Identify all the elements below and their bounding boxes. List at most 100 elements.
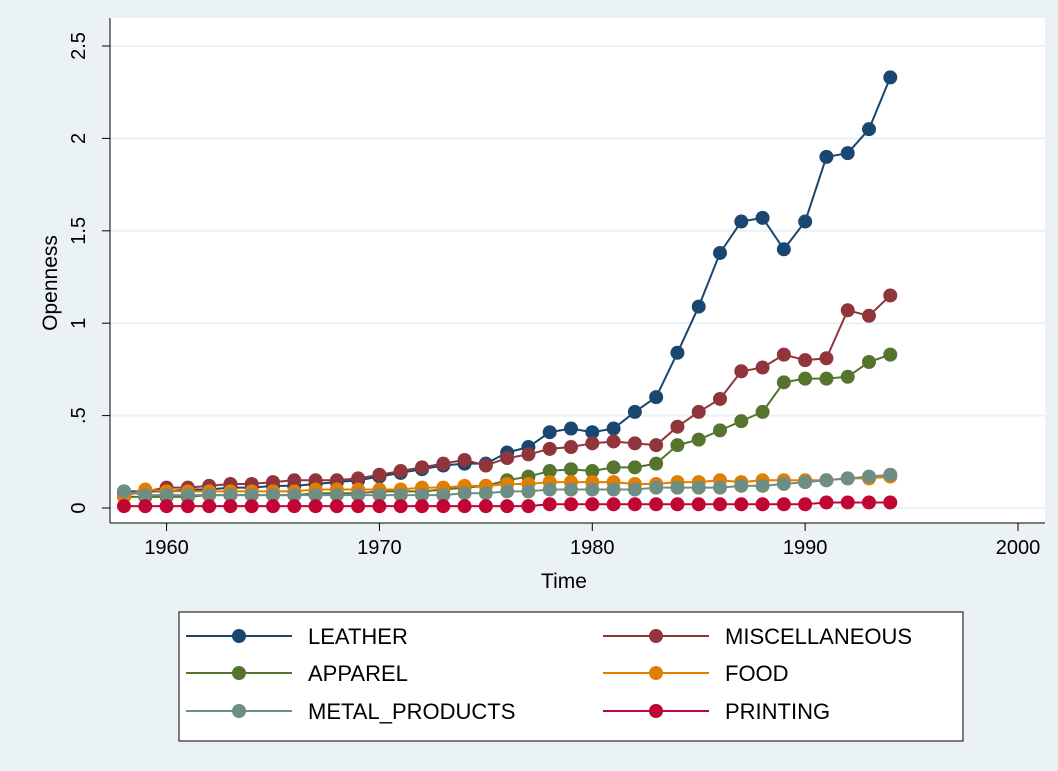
grid [110,45,1045,509]
data-point [457,452,472,467]
data-point [883,347,898,362]
legend-label: FOOD [725,661,789,686]
y-tick-label: .5 [68,407,90,424]
data-point [627,482,642,497]
data-point [287,488,302,503]
data-point [585,464,600,479]
legend-label: LEATHER [308,624,408,649]
data-point [798,475,813,490]
data-point [478,458,493,473]
data-point [862,355,876,370]
legend-marker [649,666,663,680]
data-point [627,436,642,451]
data-point [542,464,557,479]
data-point [649,438,664,453]
data-point [500,484,515,499]
data-point [287,499,302,514]
data-point [755,478,770,493]
data-point [266,488,280,503]
data-point [798,497,813,512]
data-point [542,425,557,440]
data-point [883,495,898,510]
data-point [670,438,685,453]
y-ticks: 0 .5 1 1.5 2 2.5 [68,32,110,514]
data-point [180,488,195,503]
data-point [734,214,749,229]
legend-item: PRINTING [603,699,830,724]
data-point [798,353,813,368]
data-point [329,499,344,514]
data-point [457,499,472,514]
data-point [372,488,387,503]
data-point [436,488,451,503]
data-point [308,499,323,514]
x-tick-label: 1970 [357,537,402,559]
data-point [393,464,408,479]
data-point [713,245,727,260]
data-point [478,499,493,514]
data-point [500,499,515,514]
data-point [883,70,898,85]
data-point [840,303,855,318]
data-point [734,497,749,512]
data-point [755,404,770,419]
series-metal-products [117,467,898,503]
data-point [755,210,770,225]
data-point [436,499,451,514]
x-tick-label: 1980 [570,537,615,559]
data-point [713,480,727,495]
data-point [585,482,600,497]
legend-marker [232,629,246,643]
data-point [457,486,472,501]
y-tick-label: 2 [68,133,90,144]
legend-box [178,611,964,742]
data-point [180,499,195,514]
axes [109,18,1045,524]
data-point [117,499,131,514]
data-point [840,369,855,384]
data-point [862,122,876,137]
data-point [436,456,451,471]
data-point [415,499,429,514]
data-point [840,146,855,161]
data-point [606,497,621,512]
legend-marker [232,704,246,718]
data-point [564,440,578,455]
x-tick-label: 1960 [144,537,189,559]
data-point [691,480,706,495]
data-point [755,497,770,512]
data-point [691,404,706,419]
series-miscellaneous [117,288,898,501]
data-point [202,488,217,503]
legend-label: PRINTING [725,699,830,724]
data-point [883,467,898,482]
data-point [606,460,621,475]
series-group [117,70,898,514]
data-point [776,347,791,362]
data-point [776,242,791,257]
data-point [223,499,238,514]
legend-item: MISCELLANEOUS [603,624,912,649]
data-point [329,488,344,503]
data-point [287,473,302,488]
data-point [627,404,642,419]
data-point [606,421,621,436]
data-point [564,462,578,477]
data-point [862,495,876,510]
x-tick-label: 1990 [783,537,828,559]
data-point [542,441,557,456]
data-point [585,425,600,440]
data-point [564,421,578,436]
data-point [521,447,536,462]
legend-item: LEATHER [186,624,408,649]
data-point [308,488,323,503]
data-point [691,432,706,447]
data-point [159,499,174,514]
data-point [776,497,791,512]
legend-marker [649,629,663,643]
y-tick-label: 1.5 [68,217,90,245]
legend-marker [649,704,663,718]
data-point [244,488,259,503]
legend-label: MISCELLANEOUS [725,624,912,649]
